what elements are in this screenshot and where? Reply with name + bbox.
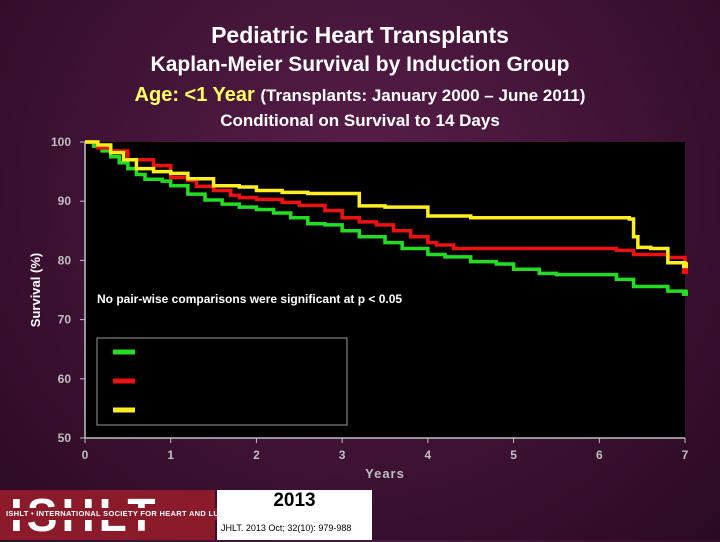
significance-annotation: No pair-wise comparisons were significan…	[97, 292, 402, 306]
citation-box: 2013 JHLT. 2013 Oct; 32(10): 979-988	[217, 490, 372, 540]
citation-text: JHLT. 2013 Oct; 32(10): 979-988	[221, 523, 351, 533]
curve-end-marker-2	[682, 268, 688, 274]
x-tick-label: 7	[682, 448, 689, 462]
x-tick-label: 2	[253, 448, 260, 462]
y-tick-label: 70	[58, 313, 72, 327]
y-tick-label: 50	[58, 431, 72, 445]
citation-year: 2013	[217, 490, 372, 512]
y-tick-label: 80	[58, 253, 72, 267]
y-tick-label: 100	[51, 135, 71, 149]
y-tick-label: 90	[58, 194, 72, 208]
x-tick-label: 1	[167, 448, 174, 462]
curve-end-marker-3	[682, 262, 688, 268]
legend	[97, 338, 347, 425]
x-tick-label: 3	[339, 448, 346, 462]
curve-end-marker-1	[682, 290, 688, 296]
x-axis-label: Years	[365, 466, 405, 481]
x-tick-label: 0	[82, 448, 89, 462]
x-tick-label: 4	[425, 448, 432, 462]
x-tick-label: 6	[596, 448, 603, 462]
y-axis-label: Survival (%)	[28, 253, 43, 327]
x-tick-label: 5	[510, 448, 517, 462]
y-tick-label: 60	[58, 372, 72, 386]
